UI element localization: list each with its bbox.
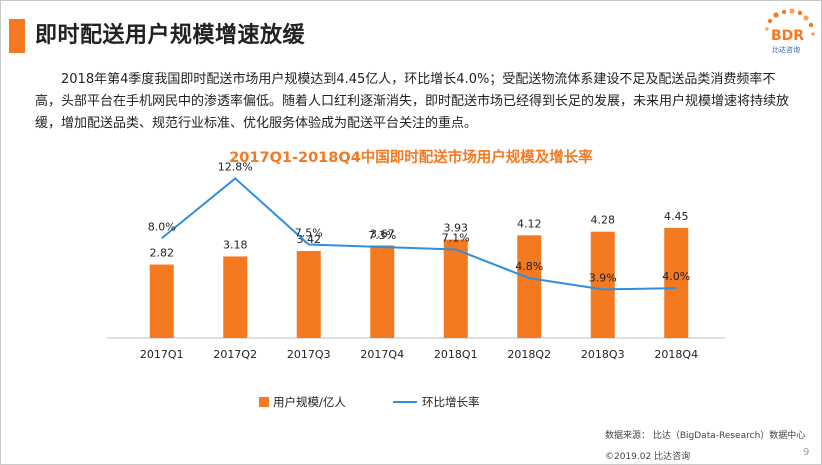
x-tick-label: 2017Q1 (140, 348, 184, 361)
bar-2018Q4 (664, 227, 689, 338)
page-number: 9 (803, 447, 810, 458)
intro-paragraph: 2018年第4季度我国即时配送市场用户规模达到4.45亿人，环比增长4.0%；受… (35, 72, 790, 131)
bar-value-label: 4.12 (517, 217, 542, 230)
line-value-label: 7.3% (368, 229, 396, 242)
legend-label-line: 环比增长率 (422, 395, 480, 409)
bar-2018Q2 (517, 235, 542, 338)
bar-value-label: 3.93 (444, 222, 469, 235)
logo-text: BDR (771, 28, 805, 44)
bar-value-label: 4.45 (664, 210, 689, 223)
bar-2017Q4 (370, 245, 395, 338)
bar-2017Q3 (296, 251, 321, 338)
growth-rate-line (161, 177, 677, 291)
bar-2017Q2 (223, 256, 248, 338)
bar-value-label: 3.18 (223, 238, 248, 251)
line-value-label: 3.9% (589, 271, 617, 284)
legend-label-bar: 用户规模/亿人 (273, 395, 346, 409)
bar-value-label: 3.67 (370, 227, 395, 240)
bdr-logo-icon (765, 8, 815, 36)
line-value-label: 8.0% (148, 220, 176, 233)
x-tick-label: 2017Q3 (287, 348, 331, 361)
line-value-label: 12.8% (218, 160, 253, 173)
chart-title: 2017Q1-2018Q4中国即时配送市场用户规模及增长率 (229, 150, 593, 166)
copyright: ©2019.02 比达咨询 (605, 452, 691, 462)
data-source: 数据来源： 比达（BigData-Research）数据中心 (605, 431, 806, 441)
x-tick-label: 2018Q2 (507, 348, 551, 361)
line-value-label: 7.5% (295, 227, 323, 240)
x-tick-label: 2018Q4 (654, 348, 698, 361)
bar-value-label: 3.42 (297, 233, 322, 246)
line-value-label: 4.0% (662, 270, 690, 283)
page-title: 即时配送用户规模增速放缓 (35, 23, 306, 48)
legend-swatch-bar (259, 397, 269, 407)
logo-subtitle: 比达咨询 (772, 46, 800, 54)
line-value-label: 4.8% (515, 260, 543, 273)
x-tick-label: 2018Q3 (581, 348, 625, 361)
x-tick-label: 2017Q2 (213, 348, 257, 361)
x-tick-label: 2017Q4 (360, 348, 404, 361)
bar-value-label: 4.28 (591, 214, 616, 227)
x-tick-label: 2018Q1 (434, 348, 478, 361)
bar-value-label: 2.82 (150, 247, 175, 260)
line-value-label: 7.1% (442, 231, 470, 244)
bar-2018Q1 (443, 239, 468, 338)
title-accent-bar (9, 19, 25, 53)
bar-2017Q1 (149, 264, 174, 338)
bar-2018Q3 (590, 231, 615, 338)
